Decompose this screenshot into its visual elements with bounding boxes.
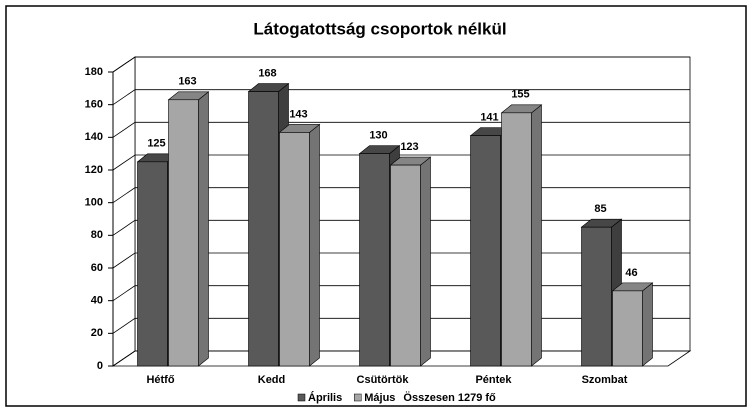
- bar-side: [642, 282, 653, 367]
- x-tick-label: Szombat: [582, 374, 628, 386]
- y-tick-label: 100: [85, 197, 103, 209]
- side-wall: [112, 56, 136, 367]
- y-tick-label: 40: [91, 295, 103, 307]
- y-tick-label: 120: [85, 164, 103, 176]
- annotation: Összesen 1279 fő: [403, 391, 496, 404]
- data-label: 163: [178, 76, 196, 88]
- data-label: 130: [369, 130, 387, 142]
- x-tick-label: Péntek: [475, 374, 512, 386]
- bar-front: [279, 132, 310, 367]
- data-label: 155: [511, 89, 529, 101]
- y-tick-label: 80: [91, 229, 103, 241]
- bar-front: [390, 164, 421, 367]
- bar-front: [612, 290, 643, 367]
- y-tick-label: 140: [85, 131, 103, 143]
- y-tick-label: 160: [85, 99, 103, 111]
- bar: [167, 91, 210, 367]
- bar: [611, 282, 654, 367]
- bar-front: [137, 161, 168, 367]
- bar-front: [248, 91, 279, 367]
- legend-swatch: [297, 393, 306, 402]
- data-label: 141: [480, 112, 498, 124]
- x-tick-label: Hétfő: [146, 374, 174, 386]
- data-label: 123: [400, 141, 418, 153]
- data-label: 143: [289, 108, 307, 120]
- bar-side: [198, 91, 209, 367]
- bar: [278, 123, 321, 367]
- grid-line: [112, 56, 690, 73]
- x-tick-label: Csütörtök: [357, 374, 410, 386]
- data-label: 46: [625, 267, 637, 279]
- bar: [389, 156, 432, 367]
- y-tick-label: 60: [91, 262, 103, 274]
- legend-label: Május: [364, 392, 395, 404]
- bar-side: [309, 123, 320, 367]
- bar: [500, 104, 543, 367]
- x-tick-label: Kedd: [258, 374, 286, 386]
- bar-side: [420, 156, 431, 367]
- bar-front: [168, 99, 199, 367]
- bar-front: [470, 135, 501, 367]
- y-tick-label: 0: [97, 360, 103, 372]
- chart-title: Látogatottság csoportok nélkül: [253, 19, 506, 38]
- y-tick-label: 180: [85, 66, 103, 78]
- legend-swatch: [353, 393, 362, 402]
- bar-side: [531, 104, 542, 367]
- data-label: 125: [147, 138, 165, 150]
- legend-label: Április: [308, 391, 342, 404]
- grid-line: [112, 89, 690, 105]
- y-tick-label: 20: [91, 327, 103, 339]
- bar-front: [581, 226, 612, 367]
- bar-front: [501, 112, 532, 367]
- data-label: 85: [594, 203, 606, 215]
- data-label: 168: [258, 68, 276, 80]
- bar-front: [359, 153, 390, 367]
